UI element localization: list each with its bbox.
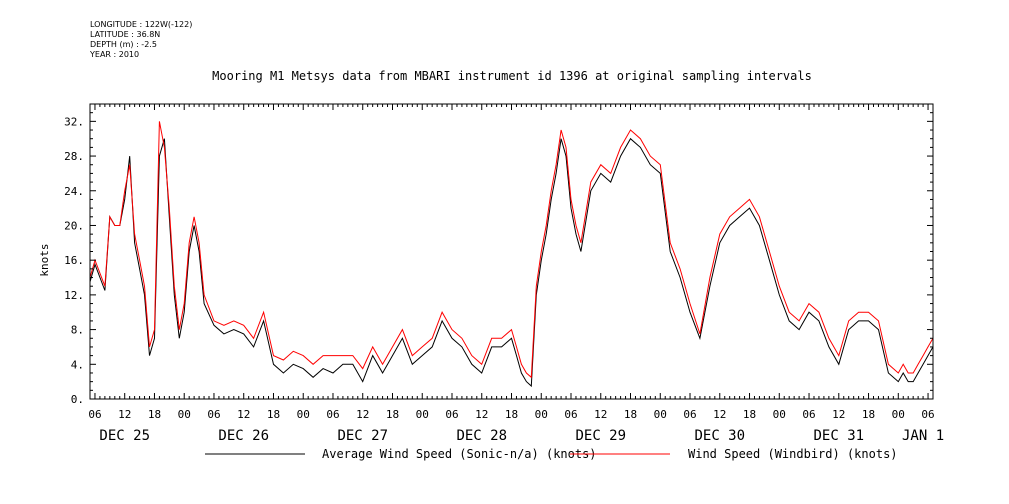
x-hour-label: 06 xyxy=(445,408,458,421)
x-hour-label: 18 xyxy=(624,408,637,421)
y-tick-label: 32. xyxy=(64,115,84,128)
x-hour-label: 06 xyxy=(88,408,101,421)
x-day-label: DEC 28 xyxy=(456,428,507,444)
x-hour-label: 18 xyxy=(862,408,875,421)
x-day-label: DEC 26 xyxy=(218,428,269,444)
x-hour-label: 00 xyxy=(892,408,905,421)
y-tick-label: 0. xyxy=(71,393,84,406)
x-hour-label: 12 xyxy=(832,408,845,421)
x-day-label: JAN 1 xyxy=(902,428,944,444)
legend-label-windbird: Wind Speed (Windbird) (knots) xyxy=(688,447,898,461)
x-hour-label: 12 xyxy=(237,408,250,421)
metadata-block: LONGITUDE : 122W(-122) LATITUDE : 36.8N … xyxy=(90,20,192,60)
x-hour-label: 06 xyxy=(326,408,339,421)
y-tick-label: 28. xyxy=(64,150,84,163)
plot-frame xyxy=(89,103,934,400)
x-hour-label: 06 xyxy=(207,408,220,421)
y-tick-label: 20. xyxy=(64,219,84,232)
x-hour-label: 00 xyxy=(416,408,429,421)
x-hour-label: 00 xyxy=(178,408,191,421)
x-hour-label: 12 xyxy=(594,408,607,421)
axes-layer: 0. 4. 8. 12. 16. 20. 24. 28. 32. 06 12 18 00 06 12 18 00… xyxy=(64,103,944,444)
x-day-label: DEC 29 xyxy=(575,428,626,444)
x-hour-label: 18 xyxy=(148,408,161,421)
depth-text: DEPTH (m) : -2.5 xyxy=(90,40,157,49)
longitude-text: LONGITUDE : 122W(-122) xyxy=(90,20,193,29)
x-hour-label: 06 xyxy=(564,408,577,421)
legend-label-sonic: Average Wind Speed (Sonic-n/a) (knots) xyxy=(322,447,597,461)
series-layer xyxy=(89,121,934,388)
x-hour-label: 00 xyxy=(535,408,548,421)
x-hour-label: 00 xyxy=(654,408,667,421)
y-tick-label: 12. xyxy=(64,289,84,302)
x-hour-label: 06 xyxy=(683,408,696,421)
x-hour-label: 12 xyxy=(118,408,131,421)
x-day-label: DEC 30 xyxy=(694,428,745,444)
y-axis-label: knots xyxy=(38,243,51,276)
chart-title: Mooring M1 Metsys data from MBARI instru… xyxy=(212,69,812,83)
legend: Average Wind Speed (Sonic-n/a) (knots) W… xyxy=(205,447,898,461)
year-text: YEAR : 2010 xyxy=(90,50,140,59)
x-hour-label: 18 xyxy=(267,408,280,421)
x-hour-label: 18 xyxy=(505,408,518,421)
latitude-text: LATITUDE : 36.8N xyxy=(90,30,161,39)
x-day-label: DEC 31 xyxy=(813,428,864,444)
x-hour-label: 12 xyxy=(356,408,369,421)
series-line-1 xyxy=(89,121,934,379)
y-tick-label: 8. xyxy=(71,324,84,337)
y-tick-label: 16. xyxy=(64,254,84,267)
series-line-0 xyxy=(89,137,934,388)
x-hour-label: 18 xyxy=(743,408,756,421)
x-hour-label: 00 xyxy=(773,408,786,421)
x-day-label: DEC 25 xyxy=(99,428,150,444)
x-hour-label: 18 xyxy=(386,408,399,421)
x-hour-label: 06 xyxy=(802,408,815,421)
x-hour-label: 00 xyxy=(297,408,310,421)
x-hour-label: 12 xyxy=(475,408,488,421)
y-tick-label: 4. xyxy=(71,358,84,371)
x-hour-label: 12 xyxy=(713,408,726,421)
x-hour-label: 06 xyxy=(921,408,934,421)
x-day-label: DEC 27 xyxy=(337,428,388,444)
y-tick-label: 24. xyxy=(64,185,84,198)
